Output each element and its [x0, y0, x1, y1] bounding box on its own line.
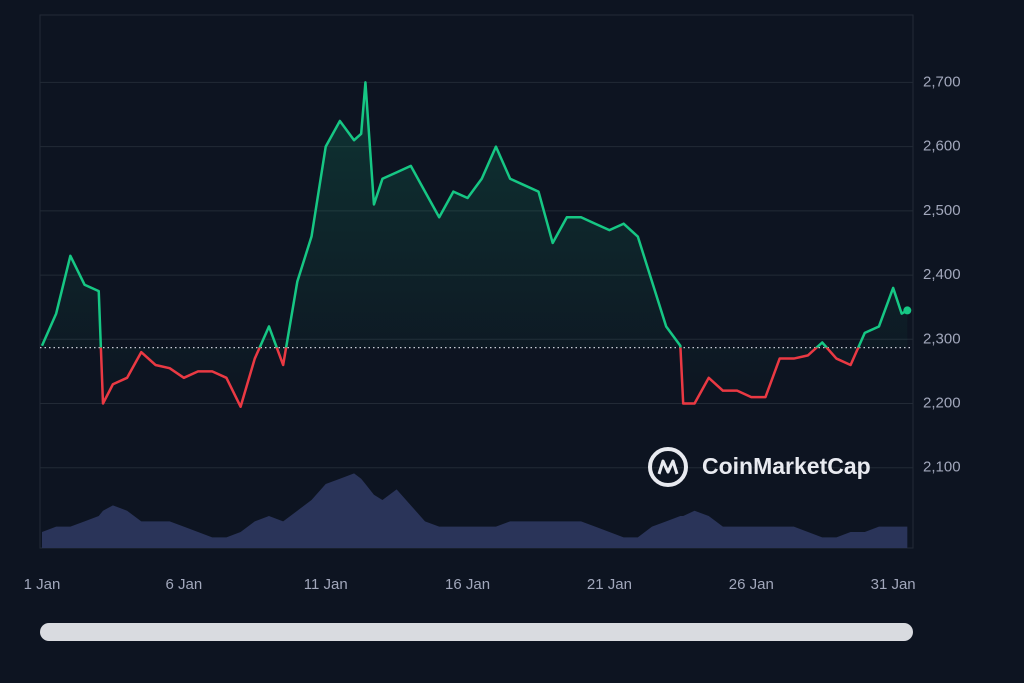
price-area [41, 82, 908, 407]
price-line [40, 81, 908, 408]
scrollbar[interactable] [40, 623, 913, 641]
last-point [903, 306, 912, 315]
x-tick-label: 16 Jan [445, 576, 490, 593]
watermark: CoinMarketCap [702, 453, 871, 479]
x-tick-label: 11 Jan [304, 576, 348, 593]
x-tick-label: 31 Jan [871, 576, 916, 593]
y-tick-label: 2,600 [923, 138, 961, 155]
volume-area [41, 473, 908, 548]
y-tick-label: 2,300 [923, 330, 961, 347]
x-tick-label: 21 Jan [587, 576, 632, 593]
y-tick-label: 2,200 [923, 394, 961, 411]
y-tick-label: 2,100 [923, 459, 961, 476]
x-tick-label: 1 Jan [24, 576, 61, 593]
x-tick-label: 6 Jan [165, 576, 202, 593]
y-tick-label: 2,500 [923, 202, 961, 219]
x-tick-label: 26 Jan [729, 576, 774, 593]
y-tick-label: 2,400 [923, 266, 961, 283]
y-tick-label: 2,700 [923, 73, 961, 90]
watermark-logo [648, 447, 688, 487]
